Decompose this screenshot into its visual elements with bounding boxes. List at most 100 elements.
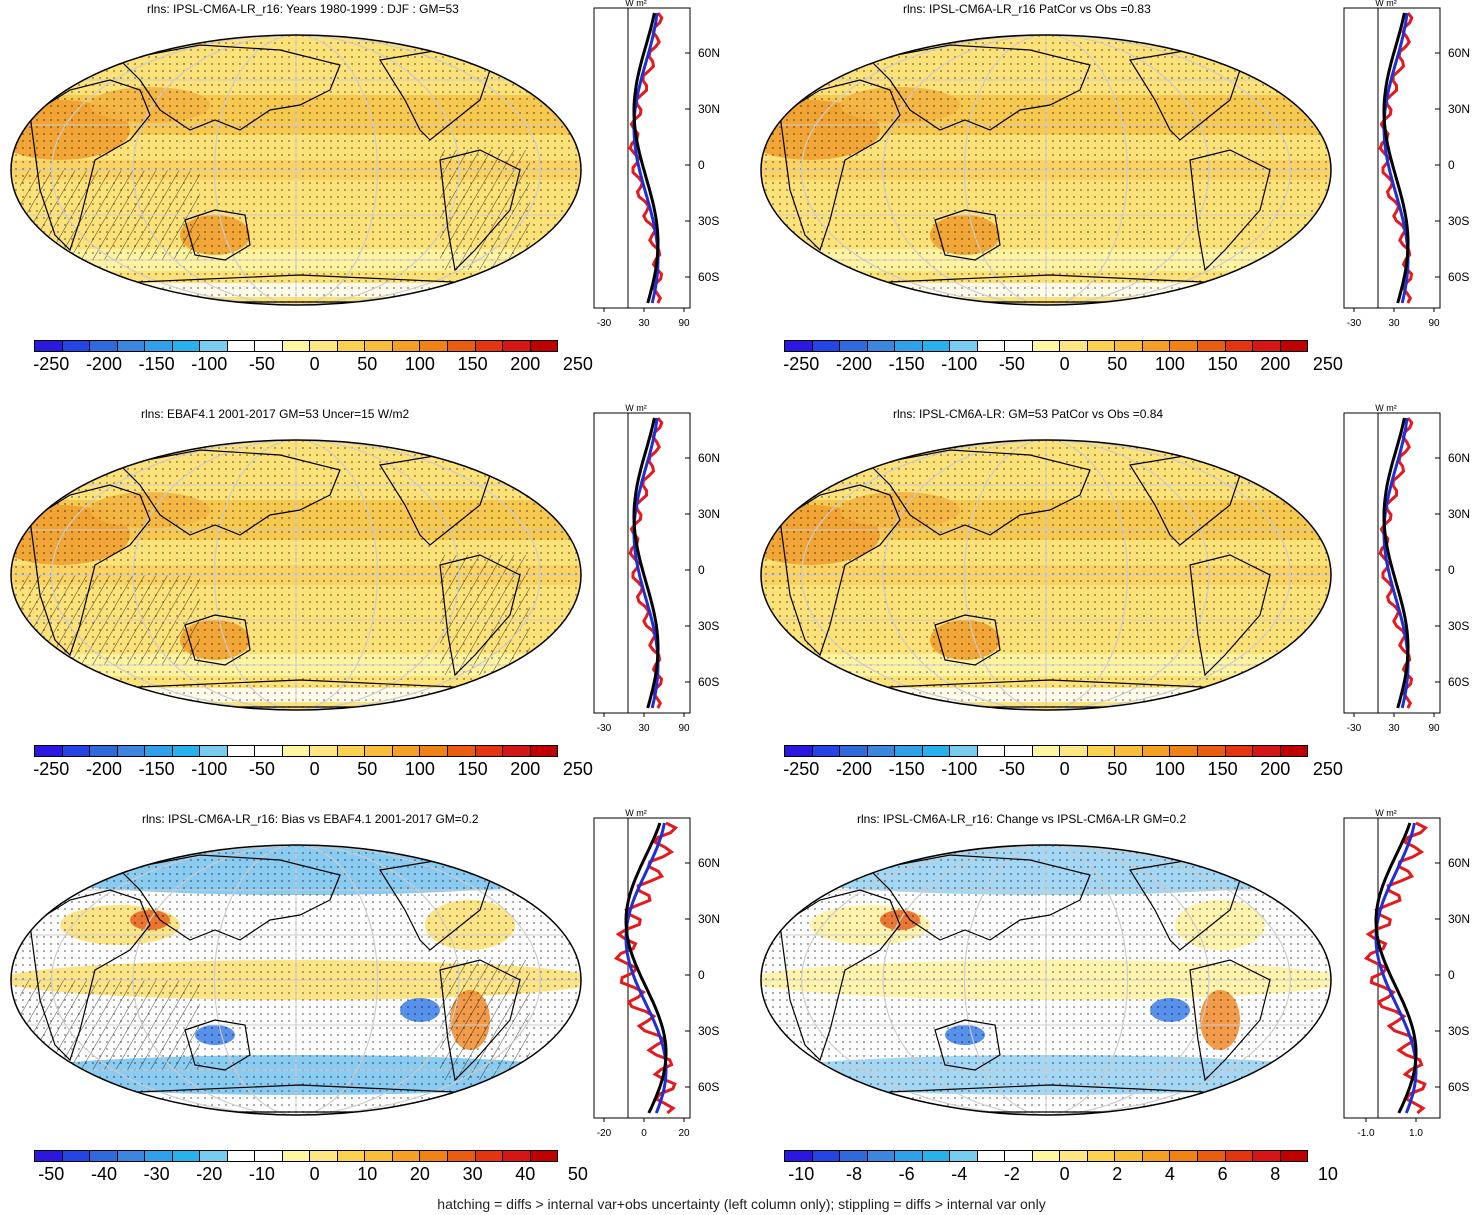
colorbar-label: 10 [1317,1164,1338,1184]
colorbar-swatch [1060,746,1088,756]
colorbar-label: -250 [783,354,820,374]
lat-tick-label: 60N [1448,46,1470,60]
colorbar-label: -40 [90,1164,117,1184]
colorbar-labels: -250 -200 -150 -100 -50 0 50 100 150 200 250 [783,757,1343,781]
world-map [10,34,582,306]
colorbar-label: -200 [835,759,872,779]
lat-tick-label: 60S [1448,675,1469,689]
panel-title: rlns: IPSL-CM6A-LR: GM=53 PatCor vs Obs … [893,407,1164,421]
colorbar-label: 0 [309,1164,320,1184]
colorbar-label: -50 [248,354,275,374]
colorbar [784,1150,1308,1162]
colorbar-swatch [895,341,923,351]
colorbar-swatch [1005,341,1033,351]
profile-unit-label: W m² [1375,0,1397,8]
colorbar-swatch [1142,1151,1171,1161]
zonal-mean-profile: 60N 30N 0 30S 60S -20 0 20 W m² [593,808,720,1139]
zonal-mean-profile: 60N 30N 0 30S 60S -30 30 90 W m² [1343,0,1470,329]
lat-tick-label: 0 [1448,563,1455,577]
colorbar-label: 4 [1164,1164,1175,1184]
lat-tick-label: 0 [698,563,705,577]
colorbar-label: -2 [1003,1164,1020,1184]
colorbar-swatch [785,1151,813,1161]
colorbar-swatch [337,1151,366,1161]
colorbar-label: 250 [1312,354,1343,374]
colorbar-swatch [117,746,146,756]
colorbar-label: -30 [143,1164,170,1184]
colorbar-swatch [530,1151,558,1161]
panel-title: rlns: IPSL-CM6A-LR_r16: Bias vs EBAF4.1 … [142,812,479,826]
colorbar-swatch [1197,341,1226,351]
colorbar-swatch [895,746,923,756]
colorbar-label: 50 [357,354,378,374]
colorbar-label: 2 [1112,1164,1123,1184]
colorbar-swatch [1115,1151,1143,1161]
colorbar-label: 250 [562,354,593,374]
profile-mean-line [624,822,668,1114]
colorbar-swatch [365,341,393,351]
lat-tick-label: 0 [698,968,705,982]
colorbar-swatch [172,746,201,756]
lat-tick-label: 60N [698,451,720,465]
colorbar-swatch [840,1151,868,1161]
lat-tick-label: 30N [1448,507,1470,521]
colorbar-swatch [447,341,476,351]
lat-tick-label: 60N [1448,451,1470,465]
panel-title: rlns: EBAF4.1 2001-2017 GM=53 Uncer=15 W… [141,407,410,421]
lat-tick-label: 60N [698,856,720,870]
colorbar-label: -250 [33,759,70,779]
colorbar-label: 30 [462,1164,483,1184]
colorbar-label: 0 [309,759,320,779]
colorbar-swatch [977,341,1006,351]
colorbar-swatch [840,746,868,756]
colorbar-labels: -250 -200 -150 -100 -50 0 50 100 150 200 250 [783,352,1343,376]
panel-p4: rlns: IPSL-CM6A-LR: GM=53 PatCor vs Obs … [750,403,1483,810]
profile-xtick-label: 30 [638,318,650,329]
colorbar-swatch [62,746,91,756]
profile-xtick-label: 20 [678,1128,690,1139]
panel-title: rlns: IPSL-CM6A-LR_r16 PatCor vs Obs =0.… [903,2,1151,16]
lat-tick-label: 0 [698,158,705,172]
colorbar-swatch [785,341,813,351]
world-map [760,439,1332,711]
profile-xtick-label: -30 [1347,723,1362,734]
colorbar-label: -150 [888,354,925,374]
colorbar-swatch [475,746,504,756]
colorbar-swatch [812,746,841,756]
profile-xtick-label: 90 [1428,723,1440,734]
lat-tick-label: 30S [698,214,719,228]
colorbar-swatch [503,341,531,351]
colorbar-label: -50 [998,354,1025,374]
colorbar-swatch [1115,341,1143,351]
profile-mean-line [632,12,660,304]
colorbar-swatch [1005,746,1033,756]
colorbar-label: 100 [1154,354,1185,374]
colorbar-swatch [365,746,393,756]
colorbar-swatch [420,746,448,756]
colorbar-label: -50 [998,759,1025,779]
lat-tick-label: 0 [1448,158,1455,172]
figure-footer: hatching = diffs > internal var+obs unce… [437,1196,1046,1212]
colorbar-swatch [475,1151,504,1161]
colorbar [34,745,558,757]
profile-xtick-label: 30 [1388,318,1400,329]
colorbar-swatch [977,1151,1006,1161]
colorbar-label: 50 [567,1164,588,1184]
colorbar-label: -100 [191,759,228,779]
profile-xtick-label: 90 [1428,318,1440,329]
zonal-mean-profile: 60N 30N 0 30S 60S -30 30 90 W m² [593,0,720,329]
colorbar-swatch [420,1151,448,1161]
colorbar-swatch [1280,341,1308,351]
colorbar-swatch [1280,1151,1308,1161]
colorbar-swatch [337,746,366,756]
colorbar-swatch [867,1151,896,1161]
colorbar-swatch [145,1151,173,1161]
colorbar-swatch [35,341,63,351]
zonal-mean-profile: 60N 30N 0 30S 60S -1.0 1.0 W m² [1343,808,1470,1139]
world-map [760,34,1332,306]
lat-tick-label: 30S [698,619,719,633]
colorbar-swatch [1170,746,1198,756]
colorbar-label: 150 [1207,759,1238,779]
colorbar-swatch [392,341,421,351]
colorbar-swatch [922,341,951,351]
